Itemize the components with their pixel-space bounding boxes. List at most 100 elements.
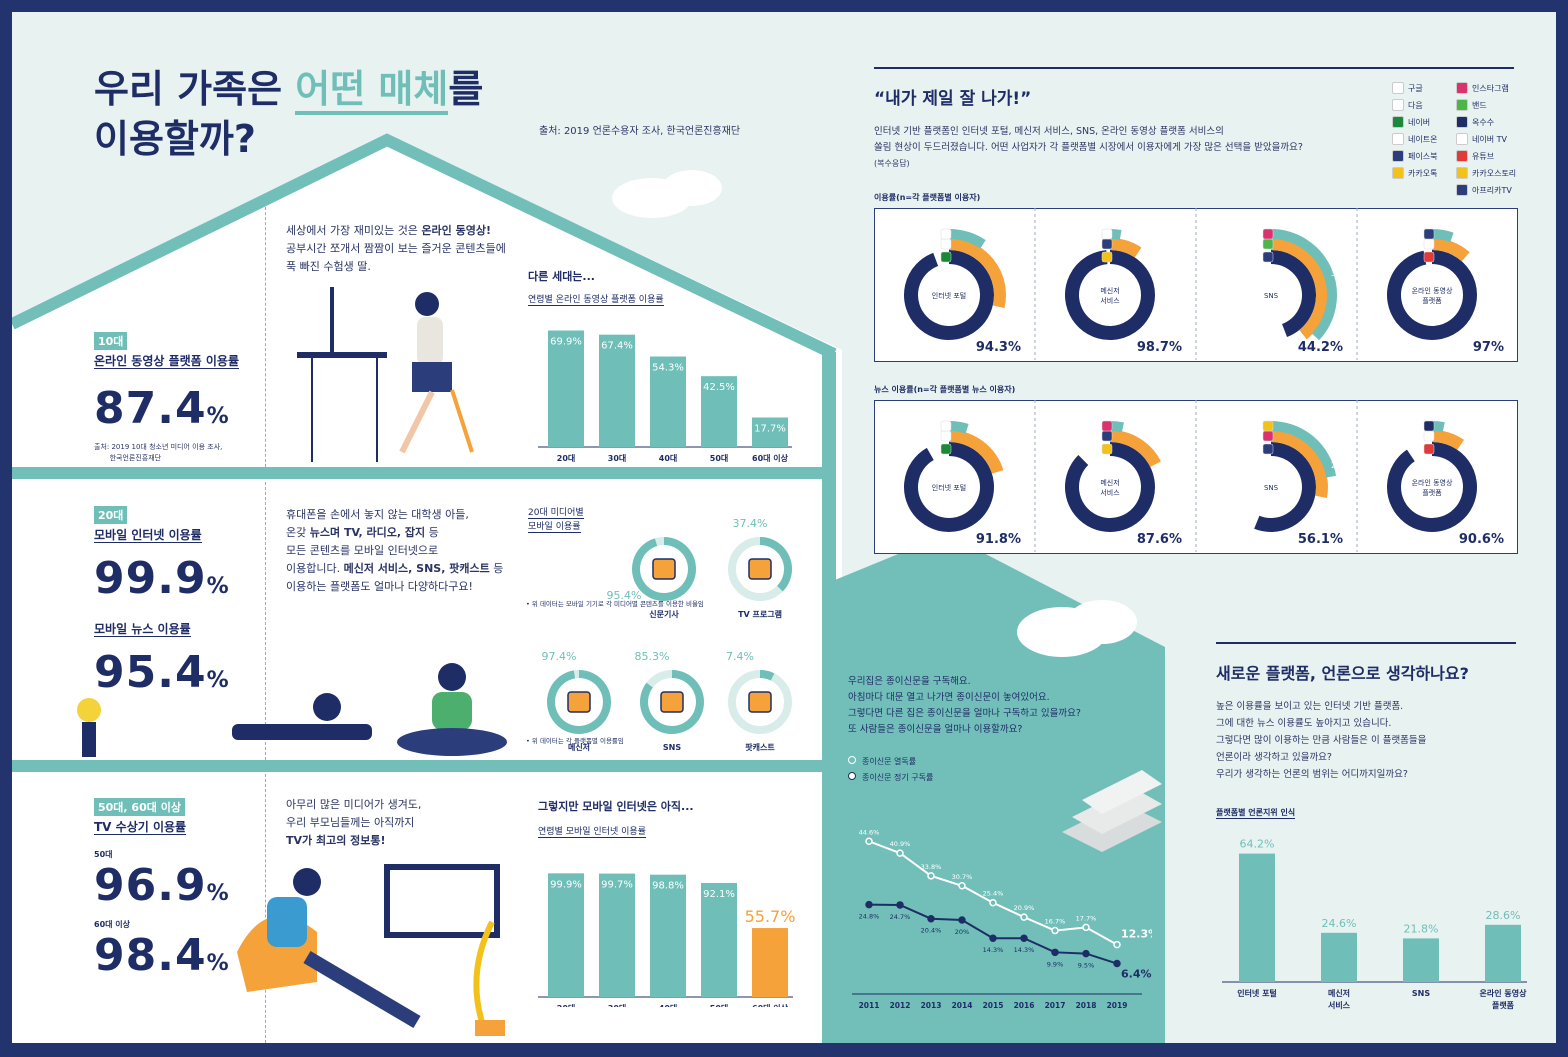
tick-label: 온라인 동영상	[1480, 988, 1528, 998]
bar	[1239, 853, 1275, 982]
platform-description: 인터넷 기반 플랫폼인 인터넷 포털, 메신저 서비스, SNS, 온라인 동영…	[874, 126, 1303, 168]
legend-label: 네이트온	[1408, 134, 1438, 144]
newspaper-stack-illustration	[1062, 770, 1162, 852]
donut-ring	[1387, 250, 1477, 340]
legend-label: 네이버 TV	[1472, 134, 1507, 144]
donut-label: SNS	[663, 743, 681, 752]
data-label: 17.7%	[754, 424, 786, 435]
kakaostory-icon	[1262, 420, 1274, 432]
legend-label: 밴드	[1472, 100, 1487, 110]
age-tag: 50대, 60대 이상	[94, 798, 185, 816]
donut-arc	[759, 670, 775, 681]
donut-center-label: SNS	[1264, 292, 1279, 300]
total-label: 44.2%	[1298, 340, 1343, 355]
twenties-stat: 20대 모바일 인터넷 이용률 99.9% 모바일 뉴스 이용률 95.4%	[94, 504, 230, 698]
data-point	[865, 900, 873, 909]
afreecatv-icon	[1456, 184, 1468, 196]
data-label: 20%	[955, 928, 969, 936]
tick-label: 인터넷 포털	[1237, 988, 1277, 998]
daum-icon	[940, 238, 952, 250]
data-label: 98.8%	[652, 881, 684, 892]
data-point	[958, 916, 966, 924]
donut-ring	[1065, 442, 1155, 532]
naver-icon	[940, 443, 952, 455]
tick-label: 40대	[659, 1003, 678, 1007]
bar	[752, 417, 788, 447]
tick-label: 20대	[557, 453, 576, 462]
donut-ring	[1270, 421, 1337, 478]
elders-stat: 50대, 60대 이상 TV 수상기 이용률 50대 96.9% 60대 이상 …	[94, 796, 230, 981]
teen-video-bar-chart: 69.9% 20대 67.4% 30대 54.3% 40대 42.5% 50대 17.7% 60대…	[538, 330, 792, 462]
data-point	[1051, 926, 1059, 935]
tick-label: 2012	[890, 1001, 911, 1010]
data-point	[896, 901, 904, 909]
tick-label: 40대	[659, 453, 678, 462]
data-label: 39.2%	[1326, 273, 1350, 282]
girl-studying-illustration	[297, 287, 474, 462]
chart-subtitle: 연령별 모바일 인터넷 이용률	[538, 824, 646, 838]
legend-item: 아프리카TV	[1456, 184, 1512, 196]
data-label: 20.9%	[1014, 904, 1035, 912]
bar	[1321, 932, 1357, 982]
legend-item: 페이스북	[1392, 150, 1437, 162]
bar	[701, 376, 737, 447]
donut-center-label: 메신저	[1100, 478, 1119, 487]
data-label: 85.3%	[635, 650, 670, 663]
kakaotalk-icon	[1392, 167, 1404, 179]
legend-item: 밴드	[1456, 99, 1487, 111]
donut-label: 메신저	[568, 742, 590, 752]
tick-label: 플랫폼	[1492, 1000, 1515, 1010]
bar	[599, 334, 635, 447]
sub-label: 60대 이상	[94, 920, 130, 929]
newspaper-description: 우리집은 종이신문을 구독해요. 아침마다 대문 열고 나가면 종이신문이 놓여있…	[848, 676, 1081, 735]
tick-label: 2015	[983, 1001, 1004, 1010]
data-label: 33.8%	[921, 863, 942, 871]
data-point	[1082, 949, 1090, 958]
age-tag: 20대	[94, 506, 128, 524]
note: • 위 데이터는 각 플랫폼별 이용률임	[526, 737, 624, 745]
legend-label: 종이신문 정기 구독률	[862, 773, 934, 782]
facebook-icon	[1101, 430, 1113, 442]
data-label: 9.5%	[1078, 962, 1095, 970]
bar	[599, 873, 635, 997]
data-label: 99.7%	[601, 880, 633, 891]
data-label: 17.7%	[1076, 914, 1097, 922]
data-label: 24.7%	[890, 913, 911, 921]
band-icon	[1262, 238, 1274, 250]
naver-icon	[940, 251, 952, 263]
data-label: 16.7%	[1045, 918, 1066, 926]
media-chart-title: 20대 미디어별 모바일 이용률	[528, 508, 584, 533]
legend-item: 옥수수	[1456, 116, 1494, 128]
data-label: 11.5%	[1473, 252, 1497, 261]
data-label: 9.9%	[1047, 960, 1064, 968]
note: • 위 데이터는 모바일 기기로 각 미디어별 콘텐츠를 이용한 비율임	[526, 600, 704, 608]
legend-item: 종이신문 정기 구독률	[848, 770, 933, 786]
donut-ring	[948, 238, 1006, 309]
data-point	[927, 872, 935, 880]
bar	[650, 874, 686, 997]
opinion-title: 새로운 플랫폼, 언론으로 생각하나요?	[1216, 664, 1469, 683]
data-point	[1020, 913, 1028, 921]
data-label: 30.7%	[952, 873, 973, 881]
legend-item: 다음	[1392, 99, 1423, 111]
facebook-icon	[1262, 251, 1274, 263]
instagram-icon	[1262, 430, 1274, 442]
donut-ring	[1387, 442, 1477, 532]
data-label: 20.2%	[1004, 465, 1028, 474]
kakaotalk-icon	[1101, 443, 1113, 455]
legend-item: 카카오톡	[1392, 167, 1437, 179]
tick-label: 30대	[608, 1003, 627, 1007]
kakaotalk-icon	[1101, 251, 1113, 263]
bar	[1403, 938, 1439, 982]
navertv-icon	[1423, 238, 1435, 250]
data-label: 99.9%	[550, 879, 582, 890]
donut-ring	[1270, 238, 1328, 340]
tick-label: SNS	[1412, 989, 1430, 998]
bar	[701, 882, 737, 997]
naver-icon	[1392, 116, 1404, 128]
data-point	[958, 882, 966, 890]
oksusu-icon	[1456, 116, 1468, 128]
mobile-media-donut-charts: 신문기사 95.4% TV 프로그램 37.4% 메신저 97.4% SNS 85.3% 팟캐스…	[542, 517, 792, 752]
donut-label: 팟캐스트	[745, 742, 775, 752]
data-label: 44.6%	[859, 828, 880, 836]
